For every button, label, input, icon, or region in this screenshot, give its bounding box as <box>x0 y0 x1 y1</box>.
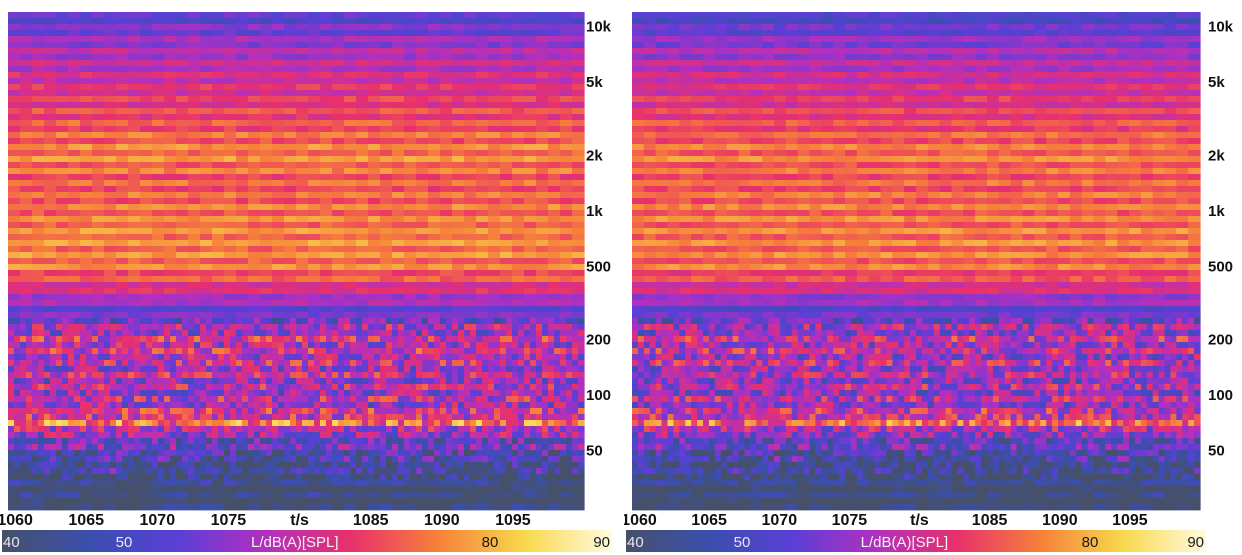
x-tick-label: 1070 <box>140 512 176 529</box>
x-tick-label: 1090 <box>424 512 460 529</box>
x-axis-label: t/s <box>290 512 309 529</box>
spectrogram-image <box>632 12 1201 511</box>
x-tick-label: 1085 <box>353 512 389 529</box>
colorbar <box>2 530 612 552</box>
y-tick-label: 2k <box>586 147 603 164</box>
y-tick-label: 5k <box>1208 74 1225 91</box>
colorbar-tick-label: 40 <box>3 534 20 551</box>
x-tick-label: 1065 <box>68 512 104 529</box>
x-axis-label: t/s <box>910 512 929 529</box>
y-tick-label: 500 <box>586 258 611 275</box>
colorbar-tick-label: 50 <box>116 534 133 551</box>
y-tick-label: 10k <box>586 19 612 36</box>
y-tick-label: 1k <box>1208 203 1225 220</box>
y-tick-label: 10k <box>1208 19 1234 36</box>
spectrogram-image <box>8 12 585 511</box>
x-tick-label: 1095 <box>1112 512 1148 529</box>
x-tick-label: 1095 <box>495 512 531 529</box>
y-tick-label: 50 <box>586 443 603 460</box>
y-tick-label: 2k <box>1208 147 1225 164</box>
spectrogram-panel-left: 50 100 200 500 1k 2k 5k 10k 1060 1065 1070 1075 1085… <box>0 12 612 552</box>
x-tick-label: 1060 <box>624 512 657 529</box>
colorbar-tick-label: 90 <box>1187 534 1204 551</box>
y-tick-label: 500 <box>1208 258 1233 275</box>
colorbar-tick-label: 80 <box>1082 534 1099 551</box>
y-tick-label: 1k <box>586 203 603 220</box>
x-tick-label: 1075 <box>211 512 247 529</box>
colorbar-tick-label: 50 <box>734 534 751 551</box>
x-tick-label: 1065 <box>691 512 727 529</box>
spectrogram-svg: 50 100 200 500 1k 2k 5k 10k 1060 1065 1070 1075 1085… <box>624 12 1234 552</box>
y-tick-label: 100 <box>1208 387 1233 404</box>
x-tick-label: 1090 <box>1042 512 1078 529</box>
x-tick-label: 1060 <box>0 512 33 529</box>
x-tick-label: 1085 <box>972 512 1008 529</box>
y-tick-label: 5k <box>586 74 603 91</box>
spectrogram-panel-right: 50 100 200 500 1k 2k 5k 10k 1060 1065 1070 1075 1085… <box>624 0 1242 555</box>
y-tick-label: 50 <box>1208 443 1225 460</box>
x-tick-label: 1075 <box>832 512 868 529</box>
y-tick-label: 100 <box>586 387 611 404</box>
colorbar-tick-label: 80 <box>482 534 499 551</box>
colorbar-title: L/dB(A)[SPL] <box>251 534 339 551</box>
spectrogram-svg: 50 100 200 500 1k 2k 5k 10k 1060 1065 1070 1075 1085… <box>0 12 612 552</box>
y-tick-label: 200 <box>586 332 611 349</box>
colorbar <box>626 530 1206 552</box>
colorbar-tick-label: 40 <box>627 534 644 551</box>
x-tick-label: 1070 <box>762 512 798 529</box>
colorbar-title: L/dB(A)[SPL] <box>861 534 949 551</box>
y-tick-label: 200 <box>1208 332 1233 349</box>
colorbar-tick-label: 90 <box>593 534 610 551</box>
